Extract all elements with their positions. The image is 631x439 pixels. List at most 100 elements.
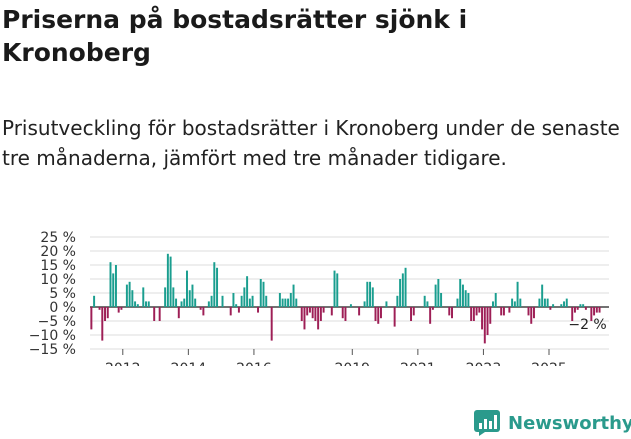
bar [317, 307, 320, 330]
bar [573, 307, 576, 313]
bar [90, 307, 93, 330]
bar [289, 293, 292, 307]
bar [333, 270, 336, 307]
bar [303, 307, 306, 330]
bar [186, 270, 188, 307]
bar [221, 295, 224, 307]
bar [478, 307, 481, 313]
x-axis-ticks: 2012 2014 2016 2019 2021 2023 2025 [105, 349, 567, 366]
y-tick-label: −5 % [38, 314, 76, 330]
bar [410, 307, 413, 321]
bar [147, 301, 150, 307]
bar [166, 253, 169, 307]
bar [456, 298, 459, 307]
y-tick-label: 0 % [49, 300, 76, 316]
y-tick-label: 10 % [40, 272, 76, 288]
bar [341, 307, 344, 319]
bar [451, 307, 453, 319]
bar [546, 298, 549, 307]
x-tick-label: 2016 [236, 361, 272, 366]
bar [240, 295, 243, 307]
bar [472, 307, 475, 321]
bar [366, 281, 369, 307]
bar [172, 287, 175, 307]
bar [399, 279, 402, 307]
x-tick-label: 2019 [334, 361, 370, 366]
bar [500, 307, 503, 316]
bar [259, 279, 262, 307]
y-tick-label: 25 % [40, 230, 76, 246]
bar [232, 293, 235, 307]
bar [199, 307, 202, 310]
bar [486, 307, 489, 335]
bar [153, 307, 156, 321]
bar [593, 307, 596, 316]
bar [284, 298, 287, 307]
bar [565, 298, 568, 307]
bar [292, 284, 295, 307]
bar [541, 284, 544, 307]
bar [595, 307, 598, 313]
bar [336, 273, 339, 307]
chart-title: Priserna på bostadsrätter sjönk i Kronob… [2, 5, 468, 67]
bar [489, 307, 492, 324]
bar [470, 307, 473, 321]
y-tick-label: −15 % [29, 342, 76, 358]
bars [90, 253, 601, 344]
bar [306, 307, 309, 316]
y-tick-label: 15 % [40, 258, 76, 274]
chart-subtitle: Prisutveckling för bostadsrätter i Krono… [2, 116, 620, 170]
bar [101, 307, 104, 341]
bar [237, 307, 240, 313]
bar [576, 307, 579, 310]
bar [210, 295, 213, 307]
bar [131, 290, 134, 307]
y-tick-label: −10 % [29, 328, 76, 344]
bar [125, 284, 128, 307]
bar [194, 298, 197, 307]
bar [106, 307, 109, 319]
newsworthy-logo-icon [474, 410, 500, 436]
bar [295, 298, 298, 307]
latest-value-label: −2 % [568, 317, 606, 333]
bar [426, 301, 429, 307]
bar [104, 307, 107, 321]
bar [281, 298, 284, 307]
bar [330, 307, 333, 316]
bar [374, 307, 377, 321]
bar [235, 304, 238, 307]
bar [502, 307, 505, 316]
bar [440, 293, 443, 307]
bar [464, 290, 467, 307]
bar [481, 307, 484, 330]
bar [314, 307, 317, 321]
bar [552, 304, 555, 307]
bar [582, 304, 585, 307]
bar [532, 307, 535, 319]
bar [158, 307, 161, 321]
bar [180, 301, 183, 307]
bar [128, 281, 131, 307]
bar [437, 279, 440, 307]
x-tick-label: 2014 [171, 361, 207, 366]
bar [188, 290, 191, 307]
bar [579, 304, 582, 307]
bar [191, 284, 194, 307]
bar [475, 307, 478, 316]
y-axis-ticks: 25 %20 %15 %10 %5 %0 %−5 %−10 %−15 % [29, 230, 76, 358]
bar [142, 287, 145, 307]
bar [513, 301, 516, 307]
bar [216, 267, 219, 307]
bar [300, 307, 303, 321]
bar [117, 307, 120, 313]
bar-chart: 25 %20 %15 %10 %5 %0 %−5 %−10 %−15 % 201… [29, 230, 609, 366]
bar [213, 262, 216, 307]
bar [543, 298, 546, 307]
bar [319, 307, 322, 321]
bar [563, 301, 566, 307]
bar [164, 287, 167, 307]
bar [265, 295, 268, 307]
y-tick-label: 20 % [40, 244, 76, 260]
bar [344, 307, 347, 321]
bar [136, 304, 139, 307]
